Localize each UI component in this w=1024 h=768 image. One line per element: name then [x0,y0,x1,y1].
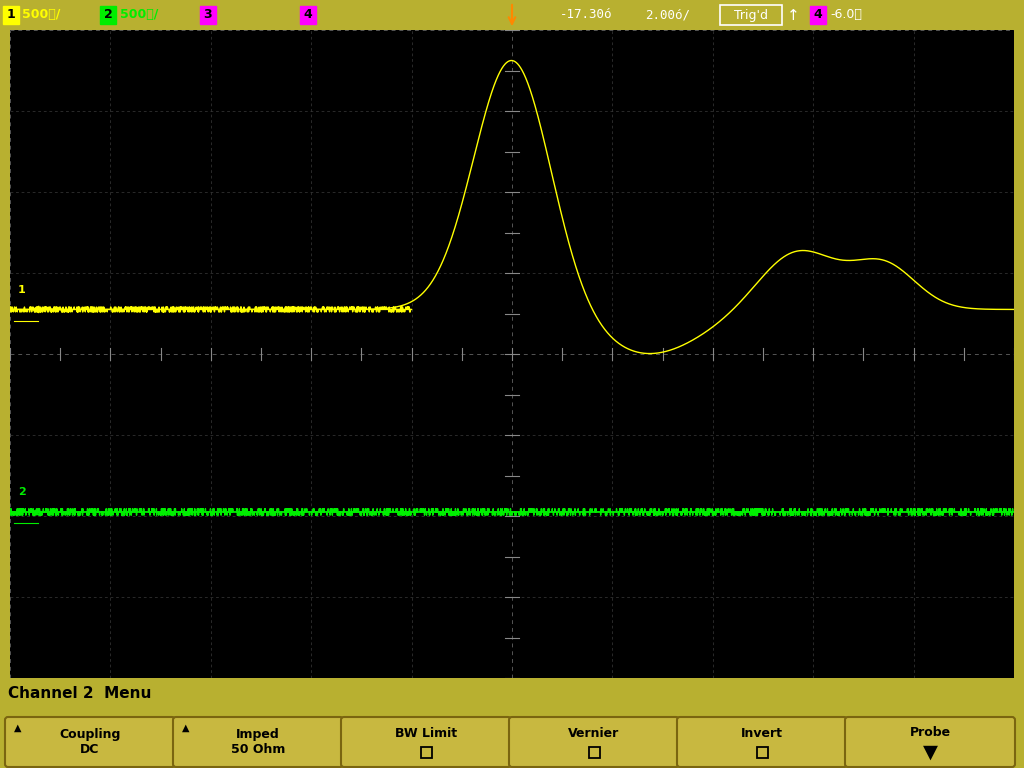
Text: 4: 4 [304,8,312,22]
Bar [100,6,116,24]
Text: 4: 4 [814,8,822,22]
FancyBboxPatch shape [677,717,847,767]
Text: 2: 2 [103,8,113,22]
Text: DC: DC [80,743,99,756]
FancyBboxPatch shape [341,717,511,767]
Text: Channel 2  Menu: Channel 2 Menu [8,686,152,701]
Text: Probe: Probe [909,726,950,739]
Text: ▲: ▲ [182,723,189,733]
Text: ↑: ↑ [786,8,800,22]
Bar [200,6,216,24]
Bar [810,6,826,24]
Text: 50 Ohm: 50 Ohm [230,743,286,756]
Text: 2.00ó/: 2.00ó/ [645,8,690,22]
Text: 500㎵/: 500㎵/ [22,8,60,22]
Text: Vernier: Vernier [568,727,620,740]
Text: -6.0㎵: -6.0㎵ [830,8,862,22]
Text: -17.30ó: -17.30ó [560,8,612,22]
FancyBboxPatch shape [509,717,679,767]
Text: 3: 3 [204,8,212,22]
Text: Imped: Imped [237,729,280,741]
Text: 2: 2 [18,488,26,498]
Bar [3,6,19,24]
FancyBboxPatch shape [5,717,175,767]
Text: BW Limit: BW Limit [395,727,457,740]
Bar [300,6,316,24]
Text: 500㎵/: 500㎵/ [120,8,159,22]
Text: 1: 1 [18,285,26,295]
Text: Trig'd: Trig'd [734,8,768,22]
FancyBboxPatch shape [173,717,343,767]
Bar [589,747,599,758]
Text: Coupling: Coupling [59,729,121,741]
Bar [720,5,782,25]
Text: ▼: ▼ [923,742,938,761]
Bar [757,747,768,758]
Text: ▲: ▲ [14,723,22,733]
Text: 1: 1 [6,8,15,22]
FancyBboxPatch shape [845,717,1015,767]
Text: Invert: Invert [741,727,783,740]
Bar [421,747,431,758]
